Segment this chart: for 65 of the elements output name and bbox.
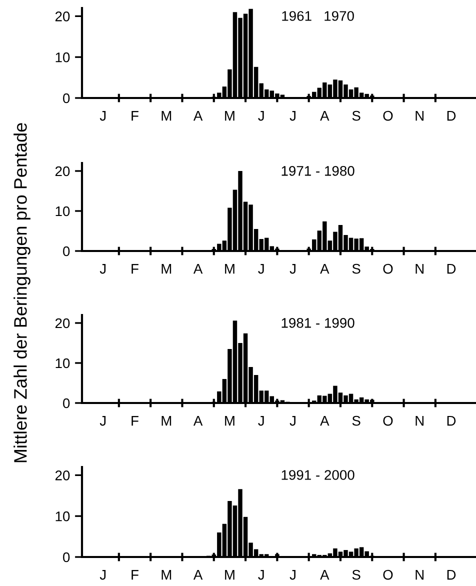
x-tick-label: J xyxy=(100,264,106,274)
y-tick-label: 10 xyxy=(56,206,70,216)
y-tick-label: 0 xyxy=(63,93,70,104)
x-tick-label: S xyxy=(352,110,360,121)
chart-title: 1981 - 1990 xyxy=(282,318,354,328)
x-tick-label: A xyxy=(193,570,203,580)
y-tick-label: 0 xyxy=(63,552,70,562)
x-tick-label: A xyxy=(193,416,203,426)
x-tick-label: M xyxy=(225,570,234,580)
x-tick-label: J xyxy=(258,570,264,580)
x-tick-label: M xyxy=(162,416,172,426)
y-tick-label: 10 xyxy=(56,52,70,62)
x-tick-label: N xyxy=(416,111,424,121)
x-tick-label: J xyxy=(290,416,296,426)
x-tick-label: A xyxy=(320,111,330,121)
x-tick-label: D xyxy=(447,570,456,580)
x-tick-label: M xyxy=(162,264,172,274)
x-tick-label: S xyxy=(352,416,360,426)
x-tick-label: F xyxy=(132,264,138,274)
x-tick-label: O xyxy=(383,416,393,426)
x-tick-label: D xyxy=(447,111,456,121)
x-tick-label: M xyxy=(225,416,234,426)
x-tick-label: N xyxy=(416,416,424,426)
y-tick-label: 20 xyxy=(55,12,70,22)
x-tick-label: S xyxy=(352,264,360,274)
x-tick-label: J xyxy=(258,264,264,274)
x-tick-label: J xyxy=(290,111,296,121)
x-tick-label: N xyxy=(416,570,424,580)
x-tick-label: F xyxy=(132,570,138,580)
y-tick-label: 20 xyxy=(55,166,70,176)
y-tick-label: 10 xyxy=(56,511,70,522)
y-tick-label: 20 xyxy=(55,318,70,328)
chart-title: 1961 1970 xyxy=(282,11,354,21)
x-tick-label: F xyxy=(132,416,138,426)
y-tick-label: 20 xyxy=(55,470,70,480)
x-tick-label: S xyxy=(352,570,360,580)
x-tick-label: J xyxy=(290,264,296,274)
x-tick-label: O xyxy=(383,110,393,121)
chart-title: 1991 - 2000 xyxy=(282,470,354,480)
chart-title: 1971 - 1980 xyxy=(282,166,354,176)
x-tick-label: J xyxy=(258,416,264,426)
x-tick-label: M xyxy=(162,111,172,121)
x-tick-label: J xyxy=(100,416,106,426)
x-tick-label: D xyxy=(447,416,456,426)
x-tick-label: J xyxy=(290,570,296,580)
x-tick-label: J xyxy=(100,570,106,580)
y-tick-label: 0 xyxy=(63,398,70,408)
x-tick-label: A xyxy=(320,416,330,426)
x-tick-label: A xyxy=(193,264,203,274)
x-tick-label: J xyxy=(100,111,106,121)
x-tick-label: N xyxy=(416,264,424,274)
x-tick-label: M xyxy=(225,264,234,274)
x-tick-label: M xyxy=(162,570,172,580)
x-tick-label: F xyxy=(132,111,138,121)
x-tick-label: A xyxy=(320,264,330,274)
y-axis-title: Mittlere Zahl der Beringungen pro Pentade xyxy=(14,123,30,462)
x-tick-label: A xyxy=(320,570,330,580)
y-tick-label: 0 xyxy=(63,246,70,256)
x-tick-label: J xyxy=(258,111,264,121)
y-tick-label: 10 xyxy=(56,358,70,368)
x-tick-label: M xyxy=(225,111,234,121)
x-tick-label: O xyxy=(383,264,393,274)
x-tick-label: A xyxy=(193,111,203,121)
x-tick-label: O xyxy=(383,570,393,580)
x-tick-label: D xyxy=(447,264,456,274)
